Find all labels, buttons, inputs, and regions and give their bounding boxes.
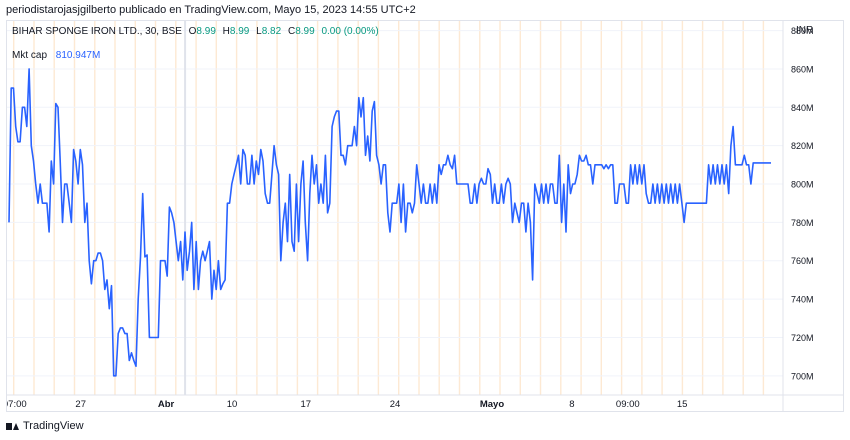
close-key: C — [287, 26, 296, 37]
session-stripe — [357, 21, 359, 395]
open-value: 8.99 — [196, 26, 216, 37]
x-tick-label: 15 — [677, 399, 688, 410]
mkt-cap-series-line[interactable] — [8, 68, 771, 377]
session-stripe — [539, 21, 542, 395]
indicator-value: 810.947M — [55, 50, 101, 61]
y-tick-label: 700M — [791, 371, 814, 381]
change-value: 0.00 (0.00%) — [321, 26, 379, 37]
session-stripe — [276, 21, 278, 395]
y-tick-label: 720M — [791, 333, 814, 343]
session-stripe — [701, 21, 704, 395]
open-key: O — [188, 26, 197, 37]
tradingview-logo-icon — [6, 422, 19, 431]
y-tick-label: 860M — [791, 64, 814, 74]
publisher-line: periodistarojasjgilberto publicado en Tr… — [6, 4, 416, 16]
session-stripe — [256, 21, 258, 395]
low-value: 8.82 — [261, 26, 282, 37]
session-stripe — [73, 21, 76, 395]
x-tick-label: 27 — [75, 399, 86, 410]
session-stripe — [94, 21, 96, 395]
chart-frame[interactable]: 880M 860M 840M 820M 800M 780M 760M 740M 720M 700M… — [6, 20, 844, 412]
session-stripe — [398, 21, 400, 395]
session-stripe — [316, 21, 319, 395]
session-stripe — [458, 21, 461, 395]
session-stripe — [215, 21, 217, 395]
x-tick-label: 17 — [300, 399, 311, 410]
session-stripe — [33, 21, 35, 395]
x-tick-label: 07:00 — [7, 399, 27, 410]
low-key: L — [256, 26, 262, 37]
high-value: 8.99 — [229, 26, 250, 37]
session-stripe — [620, 21, 623, 395]
indicator-legend[interactable]: Mkt cap 810.947M — [12, 50, 100, 61]
y-tick-label: 820M — [791, 141, 814, 151]
high-key: H — [222, 26, 230, 37]
y-tick-label: 880M — [791, 26, 814, 36]
session-stripe — [641, 21, 643, 395]
footer-brand[interactable]: TradingView — [6, 420, 84, 432]
ohlc-legend: BIHAR SPONGE IRON LTD., 30, BSE O8.99 H8… — [12, 26, 379, 37]
session-stripe — [580, 21, 582, 395]
date-marker — [184, 21, 187, 395]
y-tick-label: 800M — [791, 180, 814, 190]
session-stripe — [377, 21, 380, 395]
y-tick-label: 760M — [791, 256, 814, 266]
close-value: 8.99 — [295, 26, 315, 37]
x-tick-label: 09:00 — [616, 399, 640, 410]
currency-label: INR — [796, 25, 814, 36]
session-stripe — [195, 21, 197, 395]
x-tick-label: 24 — [390, 399, 401, 410]
x-tick-label: 8 — [569, 399, 574, 410]
y-tick-label: 740M — [791, 295, 814, 305]
session-stripe — [499, 21, 501, 395]
session-stripe — [438, 21, 440, 395]
brand-label: TradingView — [23, 420, 84, 432]
session-stripe — [175, 21, 177, 395]
session-stripe — [418, 21, 420, 395]
session-stripe — [742, 21, 744, 395]
y-tick-label: 840M — [791, 103, 814, 113]
session-stripe — [13, 21, 15, 395]
session-stripe — [661, 21, 663, 395]
y-tick-label: 780M — [791, 218, 814, 228]
session-stripe — [479, 21, 481, 395]
session-stripe — [114, 21, 116, 395]
session-stripe — [600, 21, 602, 395]
session-stripe — [337, 21, 339, 395]
session-stripe — [722, 21, 724, 395]
price-chart[interactable]: 880M 860M 840M 820M 800M 780M 760M 740M 720M 700M… — [7, 21, 843, 411]
session-stripe — [154, 21, 157, 395]
session-stripe — [762, 21, 765, 395]
symbol-label[interactable]: BIHAR SPONGE IRON LTD., 30, BSE — [12, 26, 182, 37]
session-stripe — [134, 21, 136, 395]
session-stripe — [53, 21, 55, 395]
session-stripe — [235, 21, 238, 395]
x-tick-label: Abr — [158, 399, 175, 410]
x-tick-label: 10 — [227, 399, 238, 410]
x-tick-label: Mayo — [480, 399, 504, 410]
indicator-label: Mkt cap — [12, 50, 48, 61]
